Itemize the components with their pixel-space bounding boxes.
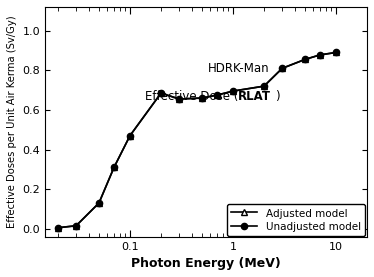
X-axis label: Photon Energy (MeV): Photon Energy (MeV) <box>131 257 281 270</box>
Adjusted model <box>215 93 219 97</box>
Unadjusted model <box>74 224 79 227</box>
Adjusted model <box>280 67 284 70</box>
Unadjusted model <box>262 84 266 88</box>
Adjusted model <box>56 226 60 229</box>
Adjusted model <box>231 89 235 93</box>
Unadjusted model <box>97 201 101 205</box>
Adjusted model <box>74 224 79 227</box>
Unadjusted model <box>128 134 132 137</box>
Adjusted model <box>334 51 338 54</box>
Adjusted model <box>177 97 181 101</box>
Adjusted model <box>112 166 116 169</box>
Unadjusted model <box>177 97 181 101</box>
Unadjusted model <box>280 67 284 70</box>
Adjusted model <box>159 91 163 95</box>
Unadjusted model <box>112 166 116 169</box>
Unadjusted model <box>334 51 338 54</box>
Text: HDRK-Man: HDRK-Man <box>208 62 269 75</box>
Line: Adjusted model: Adjusted model <box>55 49 340 231</box>
Unadjusted model <box>215 93 219 97</box>
Unadjusted model <box>200 96 204 100</box>
Adjusted model <box>97 201 101 205</box>
Unadjusted model <box>231 89 235 93</box>
Adjusted model <box>262 84 266 88</box>
Unadjusted model <box>159 91 163 95</box>
Unadjusted model <box>56 226 60 229</box>
Unadjusted model <box>303 58 307 61</box>
Adjusted model <box>128 134 132 137</box>
Adjusted model <box>318 53 322 57</box>
Adjusted model <box>200 96 204 100</box>
Line: Unadjusted model: Unadjusted model <box>55 49 339 231</box>
Unadjusted model <box>318 53 322 57</box>
Text: Effective Dose (: Effective Dose ( <box>145 90 238 103</box>
Adjusted model <box>303 58 307 61</box>
Legend: Adjusted model, Unadjusted model: Adjusted model, Unadjusted model <box>227 204 365 236</box>
Text: RLAT: RLAT <box>238 90 271 103</box>
Y-axis label: Effective Doses per Unit Air Kerma (Sv/Gy): Effective Doses per Unit Air Kerma (Sv/G… <box>7 16 17 228</box>
Text: ): ) <box>275 90 279 103</box>
